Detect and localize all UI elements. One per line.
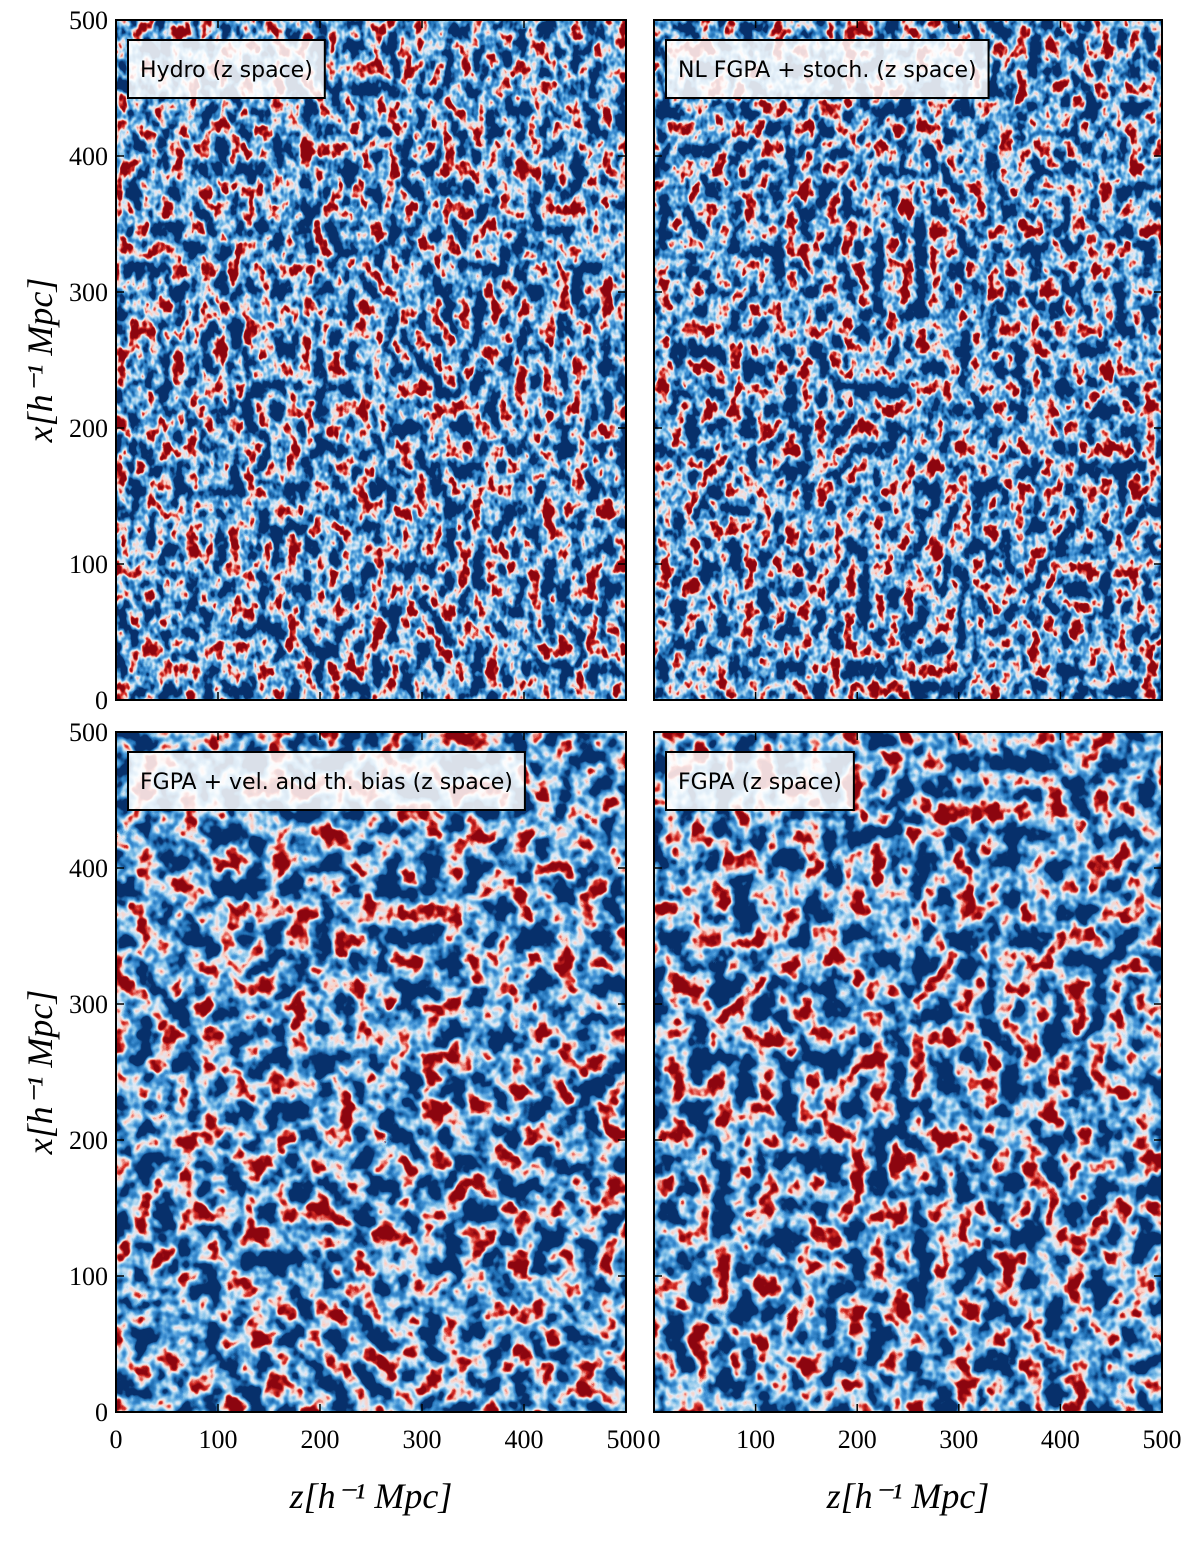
- x-tick-label: 300: [403, 1425, 442, 1454]
- panel-frame: [115, 19, 627, 701]
- y-tick-label: 300: [69, 278, 108, 307]
- x-tick-label: 500: [607, 1425, 646, 1454]
- y-axis-label: x[h⁻¹ Mpc]: [20, 990, 60, 1156]
- x-tick-label: 100: [199, 1425, 238, 1454]
- heatmap-image: [654, 20, 1162, 700]
- x-tick-label: 200: [838, 1425, 877, 1454]
- panel-title-box: [665, 751, 855, 811]
- y-tick-label: 0: [95, 1398, 108, 1427]
- panel-frame: [653, 19, 1163, 701]
- heatmap-image: [116, 732, 626, 1412]
- panel-title: NL FGPA + stoch. (z space): [678, 58, 977, 83]
- y-tick-label: 400: [69, 854, 108, 883]
- x-tick-label: 500: [1143, 1425, 1182, 1454]
- panel-title-box: [127, 751, 526, 811]
- x-axis-label: z[h⁻¹ Mpc]: [826, 1476, 990, 1516]
- heatmap-image: [116, 20, 626, 700]
- y-tick-label: 500: [69, 6, 108, 35]
- x-tick-label: 200: [301, 1425, 340, 1454]
- x-axis-label: z[h⁻¹ Mpc]: [289, 1476, 453, 1516]
- y-tick-label: 400: [69, 142, 108, 171]
- panel-title: FGPA + vel. and th. bias (z space): [140, 770, 513, 795]
- x-tick-label: 100: [736, 1425, 775, 1454]
- y-tick-label: 200: [69, 414, 108, 443]
- y-tick-label: 100: [69, 1262, 108, 1291]
- x-tick-label: 0: [110, 1425, 123, 1454]
- heatmap-image: [654, 732, 1162, 1412]
- panel-frame: [115, 731, 627, 1413]
- x-tick-label: 400: [505, 1425, 544, 1454]
- y-tick-label: 500: [69, 718, 108, 747]
- panel-title: Hydro (z space): [140, 58, 313, 83]
- panel-title-box: [665, 39, 990, 99]
- panel-title: FGPA (z space): [678, 770, 842, 795]
- y-tick-label: 200: [69, 1126, 108, 1155]
- panel-title-box: [127, 39, 326, 99]
- y-tick-label: 300: [69, 990, 108, 1019]
- panel-frame: [653, 731, 1163, 1413]
- x-tick-label: 400: [1041, 1425, 1080, 1454]
- x-tick-label: 300: [939, 1425, 978, 1454]
- x-tick-label: 0: [648, 1425, 661, 1454]
- y-axis-label: x[h⁻¹ Mpc]: [20, 278, 60, 444]
- y-tick-label: 0: [95, 686, 108, 715]
- y-tick-label: 100: [69, 550, 108, 579]
